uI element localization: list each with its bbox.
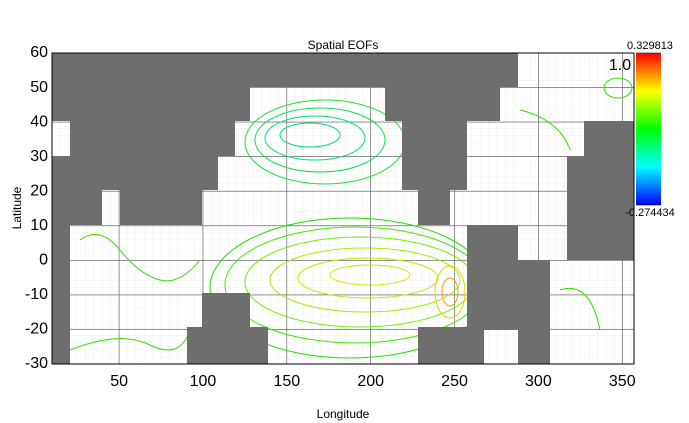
x-tick-label: 50 bbox=[110, 373, 128, 390]
x-tick-label: 100 bbox=[190, 373, 217, 390]
x-tick-label: 150 bbox=[273, 373, 300, 390]
x-axis-label: Longitude bbox=[317, 407, 370, 421]
y-tick-label: -10 bbox=[25, 286, 48, 303]
x-tick-label: 200 bbox=[357, 373, 384, 390]
colorbar bbox=[636, 53, 661, 205]
x-tick-label: 350 bbox=[609, 373, 636, 390]
y-tick-label: 40 bbox=[30, 113, 48, 130]
chart-title: Spatial EOFs bbox=[308, 38, 379, 52]
y-axis-label: Latitude bbox=[10, 186, 24, 229]
x-tick-label: 300 bbox=[525, 373, 552, 390]
colorbar-tick-label: 0.329813 bbox=[627, 40, 673, 52]
colorbar-tick-label: -0.274434 bbox=[625, 207, 675, 219]
y-tick-label: -20 bbox=[25, 321, 48, 338]
x-tick-label: 250 bbox=[441, 373, 468, 390]
y-tick-label: 60 bbox=[30, 44, 48, 61]
plot-frame bbox=[51, 52, 635, 365]
y-tick-label: -30 bbox=[25, 355, 48, 372]
y-tick-label: 10 bbox=[30, 217, 48, 234]
land-mask bbox=[52, 53, 634, 364]
y-tick-label: 30 bbox=[30, 148, 48, 165]
y-tick-label: 0 bbox=[39, 252, 48, 269]
y-tick-label: 50 bbox=[30, 79, 48, 96]
y-tick-label: 20 bbox=[30, 182, 48, 199]
annotation: 1.0 bbox=[609, 57, 631, 74]
